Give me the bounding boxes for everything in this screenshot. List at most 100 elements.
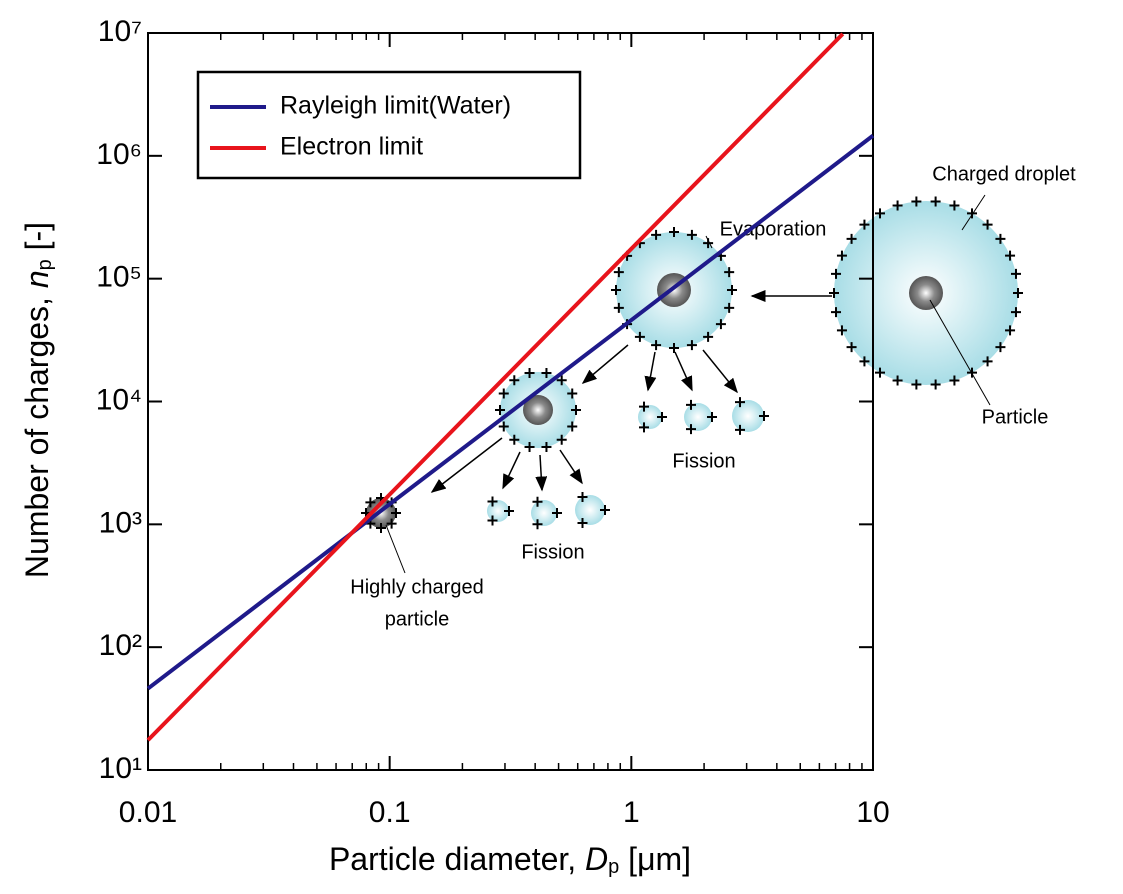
plus-sign — [524, 367, 535, 378]
plus-sign — [611, 285, 621, 295]
plus-sign — [707, 412, 717, 422]
plus-sign — [829, 288, 839, 298]
data-line — [146, 32, 845, 742]
leader-line — [929, 299, 991, 406]
plus-sign — [686, 399, 696, 410]
plus-sign — [759, 411, 769, 421]
plus-sign — [634, 331, 645, 342]
plus-sign — [391, 508, 401, 518]
plus-sign — [859, 356, 870, 367]
plus-sign — [487, 515, 498, 526]
plus-sign — [532, 496, 543, 507]
y-tick-label: 10¹ — [99, 752, 142, 785]
plus-sign — [1005, 325, 1016, 336]
leader-line — [705, 235, 713, 249]
y-tick-label: 10⁵ — [96, 261, 142, 294]
plus-sign — [930, 379, 941, 390]
legend-box — [196, 70, 582, 180]
plus-sign — [556, 434, 567, 445]
plus-sign — [567, 421, 578, 432]
plus-sign — [651, 340, 662, 351]
plus-sign — [657, 412, 667, 422]
annotation: Particle — [982, 406, 1049, 428]
plus-sign — [1005, 250, 1016, 261]
y-tick-label: 10² — [99, 629, 142, 662]
plus-sign — [875, 367, 885, 378]
annotation: Fission — [521, 541, 584, 563]
plus-sign — [911, 196, 922, 207]
x-tick-label: 10 — [856, 796, 889, 829]
legend-label: Rayleigh limit(Water) — [280, 92, 511, 120]
plus-sign — [836, 325, 847, 336]
arrow — [581, 344, 629, 384]
plus-sign — [836, 250, 847, 261]
plus-sign — [639, 401, 649, 412]
plus-sign — [995, 342, 1006, 353]
particle-core — [909, 276, 943, 310]
annotation: Evaporation — [720, 218, 827, 240]
droplet — [732, 400, 764, 432]
x-tick-label: 0.01 — [119, 796, 177, 829]
plus-sign — [651, 229, 662, 240]
plus-sign — [600, 505, 610, 515]
plus-sign — [1013, 288, 1023, 298]
y-tick-label: 10⁶ — [96, 138, 142, 171]
plus-sign — [552, 508, 562, 518]
plus-sign — [509, 375, 520, 386]
plus-sign — [577, 517, 588, 528]
annotation: Highly charged — [350, 576, 483, 598]
x-axis-label: Particle diameter, Dp [μm] — [329, 841, 691, 878]
arrow — [674, 351, 693, 392]
plus-sign — [1010, 307, 1021, 318]
plus-sign — [735, 397, 745, 408]
x-tick-label: 0.1 — [369, 796, 411, 829]
y-tick-label: 10⁴ — [96, 383, 142, 416]
plus-sign — [715, 319, 726, 330]
plus-sign — [613, 302, 624, 313]
plus-sign — [982, 219, 993, 230]
plus-sign — [892, 200, 903, 211]
plus-sign — [846, 342, 857, 353]
plus-sign — [504, 506, 514, 516]
leader-line — [385, 524, 406, 574]
data-line — [146, 134, 875, 691]
plus-sign — [376, 523, 386, 533]
plus-sign — [995, 233, 1006, 244]
plus-sign — [727, 285, 737, 295]
plus-sign — [386, 518, 397, 529]
plus-sign — [669, 227, 679, 237]
y-tick-label: 10⁷ — [98, 15, 142, 48]
x-tick-label: 1 — [623, 796, 640, 829]
plus-sign — [532, 519, 543, 530]
arrow — [502, 451, 521, 490]
annotation: Fission — [672, 450, 735, 472]
illustration — [361, 194, 1023, 574]
plus-sign — [967, 208, 977, 219]
plus-sign — [567, 388, 578, 399]
leader-line — [961, 194, 986, 231]
plus-sign — [982, 356, 993, 367]
plus-sign — [735, 424, 745, 435]
droplet — [684, 403, 712, 431]
annotation: Charged droplet — [932, 163, 1076, 185]
plus-sign — [556, 375, 567, 386]
plus-sign — [831, 307, 842, 318]
plus-sign — [571, 405, 581, 415]
plus-sign — [724, 267, 735, 278]
arrow — [702, 349, 738, 394]
plus-sign — [495, 405, 505, 415]
droplet — [575, 495, 605, 525]
plus-sign — [911, 379, 922, 390]
plus-sign — [365, 497, 376, 508]
plus-sign — [892, 375, 903, 386]
plus-sign — [831, 268, 842, 279]
plus-sign — [669, 343, 679, 353]
plus-sign — [949, 200, 960, 211]
plus-sign — [703, 331, 714, 342]
plus-sign — [949, 375, 960, 386]
plus-sign — [509, 434, 520, 445]
plus-sign — [859, 219, 870, 230]
plus-sign — [686, 424, 696, 435]
plus-sign — [524, 442, 535, 453]
